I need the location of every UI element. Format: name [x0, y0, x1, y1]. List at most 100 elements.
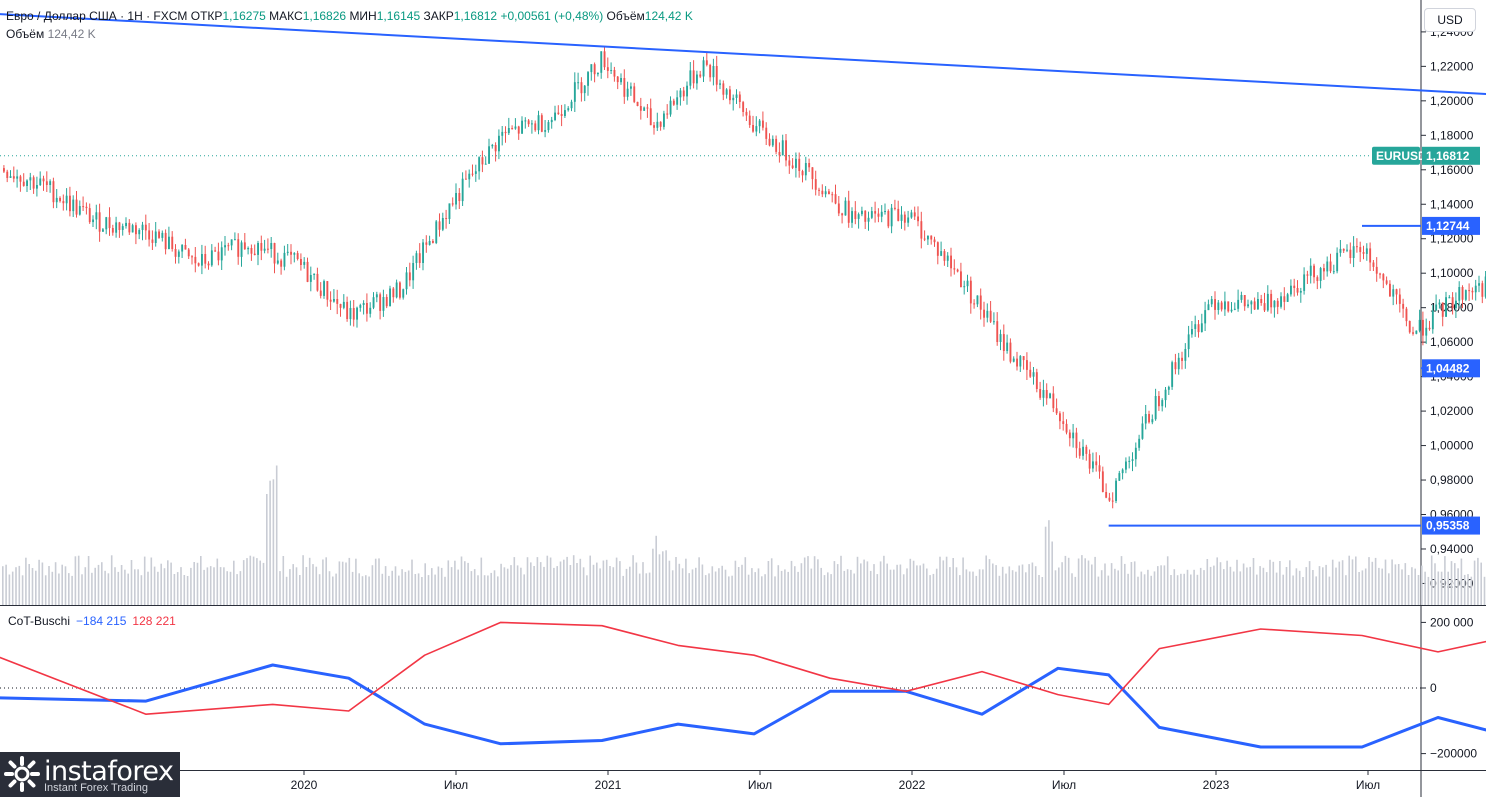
volume-bar [652, 548, 654, 605]
volume-bar [31, 568, 34, 605]
volume-bar [787, 571, 789, 605]
candle-body [979, 295, 982, 310]
candle-body [1418, 319, 1421, 331]
volume-bar [803, 557, 806, 605]
volume-bar [81, 574, 83, 605]
volume-bar [1091, 564, 1093, 605]
volume-bar [1114, 568, 1116, 605]
volume-bar [1292, 575, 1294, 605]
volume-bar [935, 568, 938, 605]
candle-body [115, 222, 118, 233]
candle-body [481, 157, 484, 165]
candle-body [1448, 297, 1451, 299]
volume-bar [1295, 568, 1298, 605]
resistance-trendline[interactable] [0, 13, 1486, 134]
volume-bar [1397, 564, 1400, 605]
volume-bar [1242, 563, 1245, 605]
candle-body [12, 176, 15, 179]
candle-body [973, 303, 976, 305]
candle-body [1085, 446, 1088, 454]
candle-body [1313, 265, 1315, 278]
candle-body [719, 83, 721, 85]
candle-body [946, 255, 949, 261]
volume-bar [1252, 558, 1255, 605]
volume-bar [1285, 567, 1288, 605]
volume-bar [860, 563, 862, 605]
volume-bar [374, 558, 377, 605]
candle-body [85, 206, 88, 209]
candle-body [1270, 293, 1273, 308]
currency-button[interactable]: USD [1424, 8, 1476, 32]
candle-body [1204, 310, 1207, 324]
candle-body [903, 214, 906, 223]
candle-body [329, 299, 332, 302]
time-tick-label: 2023 [1203, 778, 1230, 792]
price-tick-label: 1,10000 [1430, 266, 1474, 280]
candle-body [1415, 330, 1418, 334]
candle-body [65, 195, 68, 204]
candle-body [405, 272, 408, 290]
candle-body [432, 241, 434, 243]
candle-body [92, 219, 94, 223]
candle-body [778, 152, 781, 156]
volume-legend[interactable]: Объём 124,42 K [6, 27, 96, 41]
volume-bar [596, 562, 598, 605]
cot-legend[interactable]: CoT-Buschi −184 215 128 221 [8, 614, 176, 628]
volume-bar [539, 562, 542, 605]
volume-bar [450, 567, 453, 605]
candle-body [9, 176, 12, 178]
volume-bar [1018, 565, 1020, 605]
symbol-name[interactable]: Евро / Доллар США · 1Н · FXCM [6, 9, 188, 23]
cot-red-value: 128 221 [132, 614, 176, 628]
volume-bar [48, 566, 50, 605]
volume-bar [1275, 572, 1278, 605]
candle-body [877, 213, 880, 217]
candle-body [306, 261, 309, 282]
volume-bar [701, 564, 704, 605]
candle-body [999, 334, 1002, 342]
cot-blue-value: −184 215 [76, 614, 127, 628]
volume-bar [579, 558, 582, 605]
volume-bar [998, 575, 1001, 605]
volume-bar [1153, 571, 1156, 605]
volume-bar [718, 568, 720, 605]
candle-body [702, 60, 705, 77]
volume-bar [1480, 562, 1482, 605]
time-tick-label: Июл [1356, 778, 1380, 792]
volume-bar [879, 561, 882, 605]
candle-body [1428, 327, 1431, 330]
volume-bar [345, 562, 347, 605]
volume-bar [770, 558, 773, 605]
volume-bar [417, 573, 420, 605]
volume-bar [124, 569, 126, 605]
candle-body [131, 225, 134, 233]
volume-label: Объём [606, 9, 645, 23]
volume-bar [1104, 563, 1106, 605]
candle-body [1299, 291, 1302, 293]
candle-body [1062, 421, 1065, 424]
volume-bar [487, 575, 489, 605]
volume-bar [170, 562, 172, 605]
candle-body [16, 176, 19, 179]
price-tick-label: 1,16000 [1430, 163, 1474, 177]
volume-bar [1298, 570, 1301, 605]
candle-body [930, 235, 933, 240]
candle-body [1329, 261, 1332, 272]
volume-bar [817, 559, 819, 605]
change-value: +0,00561 (+0,48%) [500, 9, 604, 23]
candle-body [573, 82, 576, 102]
volume-bar [510, 565, 512, 605]
volume-bar [856, 556, 859, 605]
volume-bar [1041, 577, 1044, 605]
volume-bar [691, 569, 694, 605]
volume-bar [642, 562, 644, 605]
candle-body [847, 200, 850, 223]
candle-body [590, 64, 593, 73]
volume-bar [130, 560, 133, 605]
volume-bar [219, 567, 222, 605]
candle-body [564, 110, 566, 116]
volume-bar [1008, 566, 1011, 605]
candle-body [785, 140, 787, 161]
candle-body [1422, 319, 1424, 336]
